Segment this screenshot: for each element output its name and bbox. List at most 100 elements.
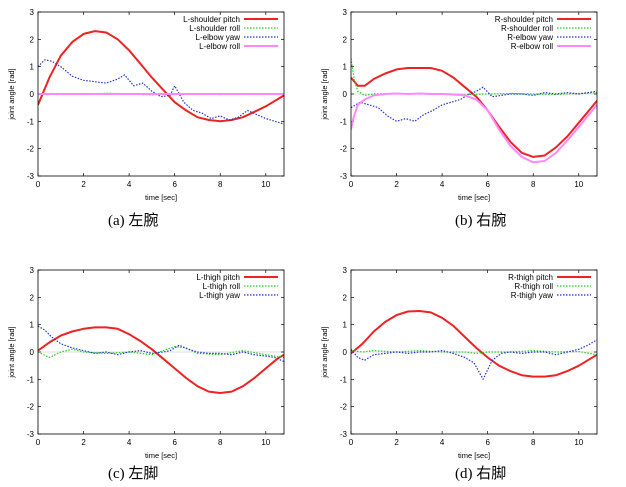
y-tick-label: 2 [30, 293, 35, 302]
y-tick-label: -2 [340, 145, 348, 154]
series-line-r-thigh-pitch [351, 310, 597, 378]
y-tick-label: 3 [30, 266, 35, 275]
y-tick-label: 3 [343, 266, 348, 275]
series-line-l-shoulder-pitch [38, 30, 284, 123]
x-tick-label: 2 [81, 438, 86, 447]
legend-label: L-thigh yaw [199, 291, 240, 300]
series-line-r-shoulder-roll [351, 58, 597, 97]
series-line-r-elbow-yaw [351, 86, 597, 122]
legend-label: L-shoulder roll [189, 24, 240, 33]
x-tick-label: 8 [218, 438, 223, 447]
y-tick-label: -1 [27, 375, 35, 384]
legend-label: L-thigh pitch [196, 273, 240, 282]
x-tick-label: 10 [261, 180, 270, 189]
x-tick-label: 6 [172, 180, 177, 189]
y-axis-label: joint angle [rad] [320, 326, 329, 378]
x-axis-label: time [sec] [458, 451, 490, 460]
x-tick-label: 10 [574, 180, 583, 189]
x-tick-label: 0 [36, 438, 41, 447]
y-tick-label: 1 [30, 63, 35, 72]
y-tick-label: -3 [27, 430, 35, 439]
y-tick-label: 0 [30, 348, 35, 357]
x-tick-label: 2 [394, 180, 399, 189]
y-tick-label: 3 [343, 8, 348, 17]
x-tick-label: 10 [574, 438, 583, 447]
legend-label: L-elbow yaw [196, 33, 241, 42]
x-tick-label: 6 [485, 180, 490, 189]
legend-label: L-thigh roll [203, 282, 241, 291]
series-line-r-elbow-roll [351, 92, 597, 164]
legend-label: R-elbow yaw [507, 33, 553, 42]
y-axis-label: joint angle [rad] [320, 68, 329, 120]
chart-left-arm: -3 -2 -1 0 1 2 3 0 2 4 6 8 10 time [sec] joint angle [… [7, 8, 285, 202]
series-line-r-thigh-roll [351, 349, 597, 356]
legend-label: L-elbow roll [199, 42, 240, 51]
legend-label: R-elbow roll [511, 42, 553, 51]
y-tick-label: -1 [340, 375, 348, 384]
legend-label: R-thigh roll [514, 282, 553, 291]
legend-label: R-shoulder pitch [495, 15, 553, 24]
legend-label: R-shoulder roll [501, 24, 553, 33]
plot-frame [37, 269, 285, 435]
y-tick-label: 1 [30, 321, 35, 330]
chart-right-leg: -3 -2 -1 0 1 2 3 0 2 4 6 8 10 time [sec] joint angle [… [320, 266, 598, 460]
y-axis-label: joint angle [rad] [7, 68, 16, 120]
legend-label: L-shoulder pitch [183, 15, 240, 24]
caption-left-leg: (c) 左脚 [108, 466, 159, 482]
plot-frame [350, 11, 598, 177]
chart-left-leg: -3 -2 -1 0 1 2 3 0 2 4 6 8 10 time [sec] joint angle [… [7, 266, 285, 460]
x-tick-label: 0 [349, 438, 354, 447]
chart-panel-right-arm: -3 -2 -1 0 1 2 3 0 2 4 6 8 10 time [sec] joint angle [… [313, 0, 626, 208]
series-line-l-thigh-pitch [38, 326, 284, 394]
y-tick-label: -2 [27, 403, 35, 412]
series-line-r-shoulder-pitch [351, 67, 597, 158]
chart-panel-right-leg: -3 -2 -1 0 1 2 3 0 2 4 6 8 10 time [sec] joint angle [… [313, 258, 626, 466]
y-axis-label: joint angle [rad] [7, 326, 16, 378]
x-tick-label: 4 [127, 438, 132, 447]
y-tick-label: 2 [343, 35, 348, 44]
y-tick-label: -1 [27, 117, 35, 126]
chart-panel-left-arm: -3 -2 -1 0 1 2 3 0 2 4 6 8 10 time [sec] joint angle [… [0, 0, 313, 208]
series-line-l-thigh-yaw [38, 325, 284, 363]
x-tick-label: 4 [440, 180, 445, 189]
caption-right-arm: (b) 右腕 [455, 213, 507, 229]
series-line-l-thigh-roll [38, 345, 284, 359]
x-tick-label: 4 [127, 180, 132, 189]
x-axis-label: time [sec] [145, 193, 177, 202]
x-axis-label: time [sec] [458, 193, 490, 202]
y-tick-label: 2 [343, 293, 348, 302]
x-tick-label: 6 [172, 438, 177, 447]
x-tick-label: 8 [531, 438, 536, 447]
x-tick-label: 4 [440, 438, 445, 447]
plot-frame [350, 269, 598, 435]
chart-panel-left-leg: -3 -2 -1 0 1 2 3 0 2 4 6 8 10 time [sec] joint angle [… [0, 258, 313, 466]
y-tick-label: 0 [30, 90, 35, 99]
legend-label: R-thigh yaw [511, 291, 553, 300]
x-tick-label: 6 [485, 438, 490, 447]
y-tick-label: 1 [343, 321, 348, 330]
plot-frame [37, 11, 285, 177]
y-tick-label: 0 [343, 90, 348, 99]
x-tick-label: 2 [81, 180, 86, 189]
x-tick-label: 10 [261, 438, 270, 447]
y-tick-label: -1 [340, 117, 348, 126]
legend-label: R-thigh pitch [508, 273, 553, 282]
y-tick-label: -2 [27, 145, 35, 154]
y-tick-label: -2 [340, 403, 348, 412]
x-tick-label: 0 [349, 180, 354, 189]
x-tick-label: 8 [218, 180, 223, 189]
x-tick-label: 2 [394, 438, 399, 447]
series-line-r-thigh-yaw [351, 339, 597, 380]
y-tick-label: -3 [27, 172, 35, 181]
y-tick-label: 1 [343, 63, 348, 72]
chart-right-arm: -3 -2 -1 0 1 2 3 0 2 4 6 8 10 time [sec] joint angle [… [320, 8, 598, 202]
x-tick-label: 0 [36, 180, 41, 189]
y-tick-label: 2 [30, 35, 35, 44]
y-tick-label: 0 [343, 348, 348, 357]
y-tick-label: 3 [30, 8, 35, 17]
series-line-l-elbow-yaw [38, 59, 284, 125]
caption-right-leg: (d) 右脚 [455, 466, 507, 482]
x-axis-label: time [sec] [145, 451, 177, 460]
y-tick-label: -3 [340, 430, 348, 439]
y-tick-label: -3 [340, 172, 348, 181]
